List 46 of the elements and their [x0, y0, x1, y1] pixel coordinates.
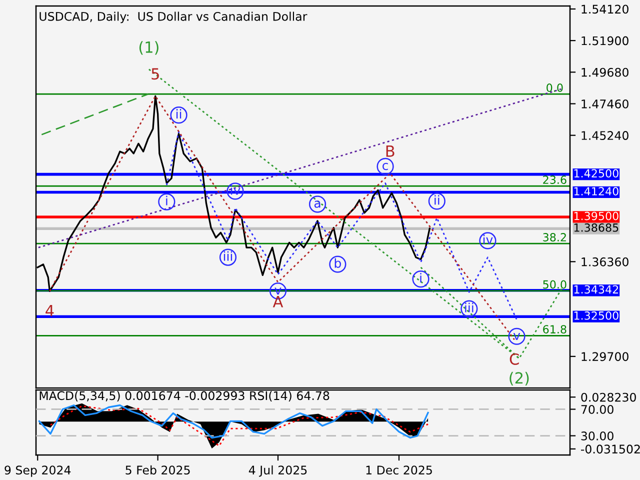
annotation: 38.2 — [543, 233, 566, 242]
annotation: 61.8 — [543, 325, 566, 334]
y-tick-label: 1.49680 — [582, 68, 628, 77]
annotation: (1) — [139, 41, 158, 55]
annotation: i — [166, 196, 168, 206]
annotation: iv — [483, 234, 493, 244]
ref-line-label: 1.39500 — [574, 212, 618, 220]
x-tick-label: 5 Feb 2025 — [126, 465, 190, 475]
chart-title: USDCAD, Daily: US Dollar vs Canadian Dollar — [40, 12, 308, 24]
y-tick-label: 1.54120 — [582, 4, 628, 14]
annotation: C — [510, 353, 519, 365]
y-tick-label: 1.36360 — [582, 257, 628, 266]
annotation: b — [334, 258, 341, 268]
annotation: c — [382, 162, 388, 170]
annotation: A — [272, 296, 284, 308]
annotation: iii — [224, 251, 232, 261]
y-tick-label: 1.51900 — [582, 36, 628, 46]
annotation: (2) — [510, 372, 529, 386]
ref-line-label: 1.41240 — [574, 187, 618, 196]
chart-title: MACD(5,34,5) 0.001674 -0.002993 RSI(14) 64.78 — [40, 390, 330, 402]
annotation: ii — [434, 195, 440, 205]
ref-line-label: 1.38685 — [574, 223, 618, 232]
annotation: 50.0 — [543, 280, 566, 289]
y-tick-label: 1.47460 — [582, 99, 628, 108]
ref-line-label: 1.32500 — [574, 311, 618, 320]
x-tick-label: 1 Dec 2025 — [366, 466, 432, 475]
x-tick-label: 9 Sep 2024 — [4, 466, 71, 477]
y-tick-label: 1.45240 — [582, 131, 628, 140]
x-tick-label: 4 Jul 2025 — [248, 465, 307, 477]
y2-tick-label: 30.00 — [581, 431, 614, 440]
annotation: i — [420, 272, 422, 282]
ref-line-label: 1.34342 — [574, 285, 618, 294]
annotation: 4 — [46, 305, 54, 316]
annotation: iii — [465, 302, 474, 312]
ref-line-label: 1.42500 — [574, 169, 618, 178]
y-tick-label: 0.028230 — [581, 392, 636, 402]
y-tick-label: 1.29700 — [582, 352, 628, 362]
annotation: 0.0 — [546, 84, 563, 92]
annotation: a — [314, 200, 320, 208]
y-tick-label: -0.031502 — [580, 444, 640, 454]
y2-tick-label: 70.00 — [581, 404, 614, 414]
annotation: ii — [176, 109, 182, 119]
annotation: v — [274, 288, 282, 294]
annotation: B — [386, 146, 394, 157]
annotation: 5 — [152, 68, 159, 80]
annotation: 23.6 — [543, 176, 566, 184]
